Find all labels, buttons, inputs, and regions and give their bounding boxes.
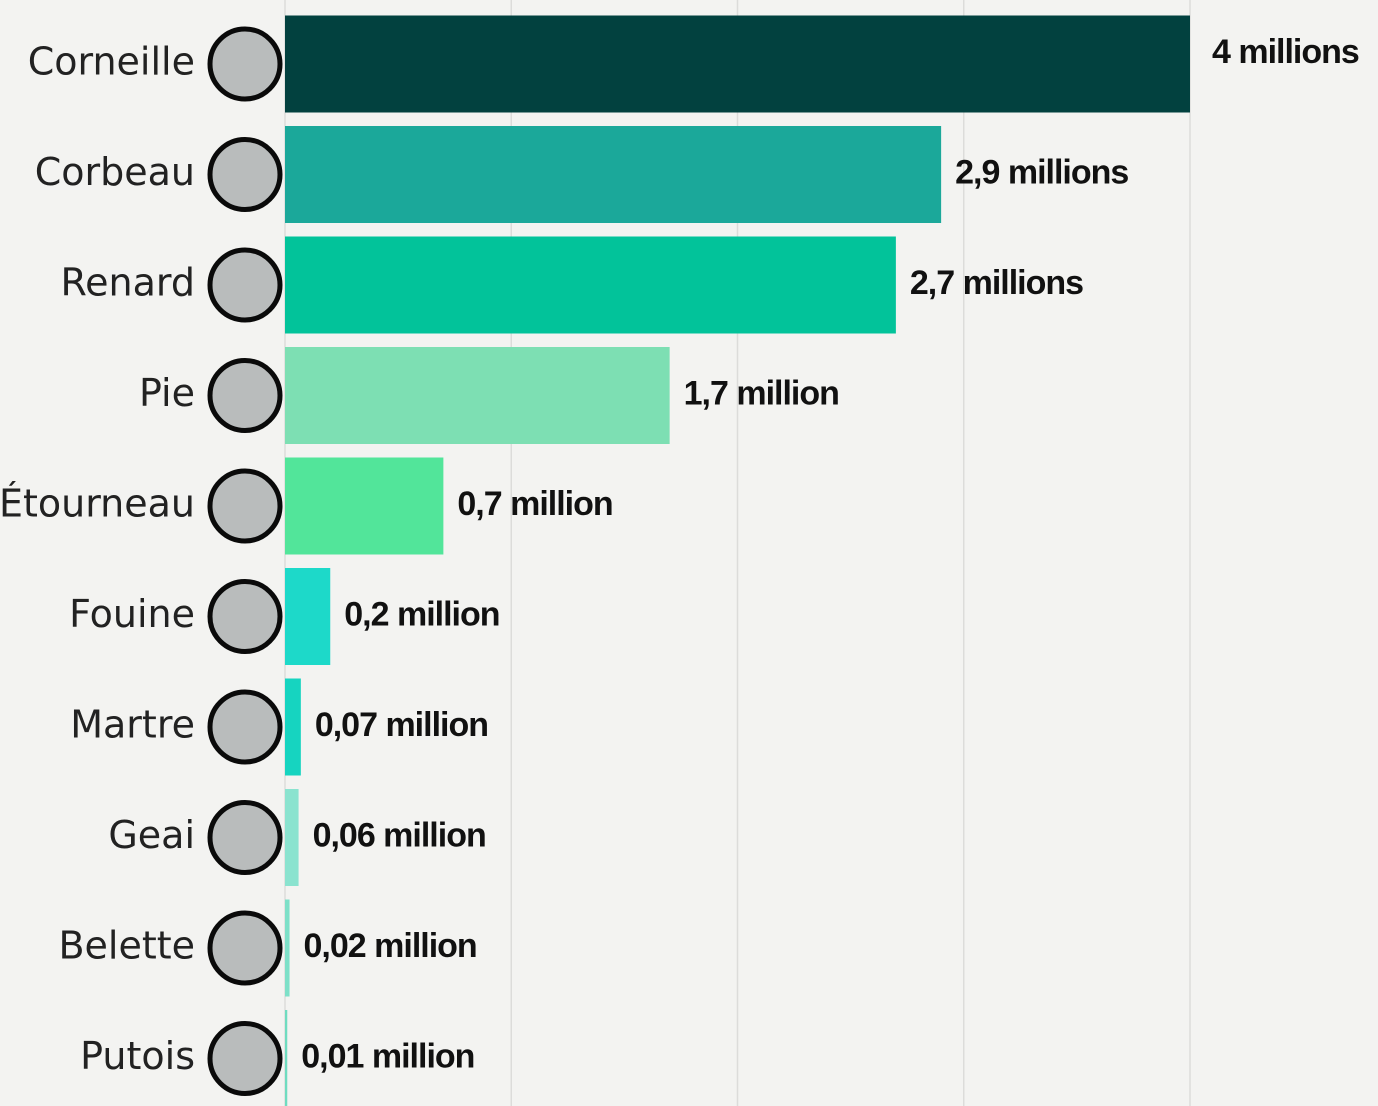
animal-icon [207, 910, 283, 986]
animal-icon [207, 468, 283, 544]
value-label: 0,2 million [344, 595, 499, 633]
animal-icon [207, 689, 283, 765]
category-label: Martre [70, 703, 195, 747]
animal-icon [207, 800, 283, 875]
bar [285, 15, 1190, 113]
value-label: 4 millions [1212, 33, 1359, 71]
animal-icon [207, 358, 283, 433]
category-label: Belette [58, 924, 195, 968]
bar [285, 899, 290, 997]
animal-icon [207, 1021, 283, 1096]
value-label: 0,01 million [301, 1037, 474, 1075]
category-label: Fouine [69, 592, 195, 636]
value-label: 0,07 million [315, 706, 488, 744]
animal-icon [207, 137, 283, 212]
animal-icon [207, 579, 283, 654]
animal-icon [207, 247, 283, 323]
bar [285, 568, 331, 665]
category-label: Putois [80, 1034, 195, 1078]
value-label: 0,7 million [457, 485, 612, 523]
bar [285, 1010, 288, 1106]
category-label: Corbeau [35, 150, 195, 194]
value-label: 1,7 million [684, 374, 839, 412]
bar [285, 678, 301, 776]
category-label: Renard [60, 261, 195, 305]
bar [285, 126, 942, 223]
animal-icon [207, 26, 283, 102]
bar [285, 236, 896, 334]
category-label: Pie [139, 371, 195, 415]
bar [285, 347, 670, 444]
value-label: 0,02 million [304, 927, 477, 965]
category-label: Geai [108, 813, 195, 857]
category-label: Corneille [28, 40, 195, 84]
bar [285, 457, 444, 555]
value-label: 0,06 million [313, 816, 486, 854]
value-label: 2,9 millions [955, 153, 1128, 191]
value-label: 2,7 millions [910, 264, 1083, 302]
bar [285, 789, 299, 886]
category-label: Étourneau [0, 482, 195, 526]
